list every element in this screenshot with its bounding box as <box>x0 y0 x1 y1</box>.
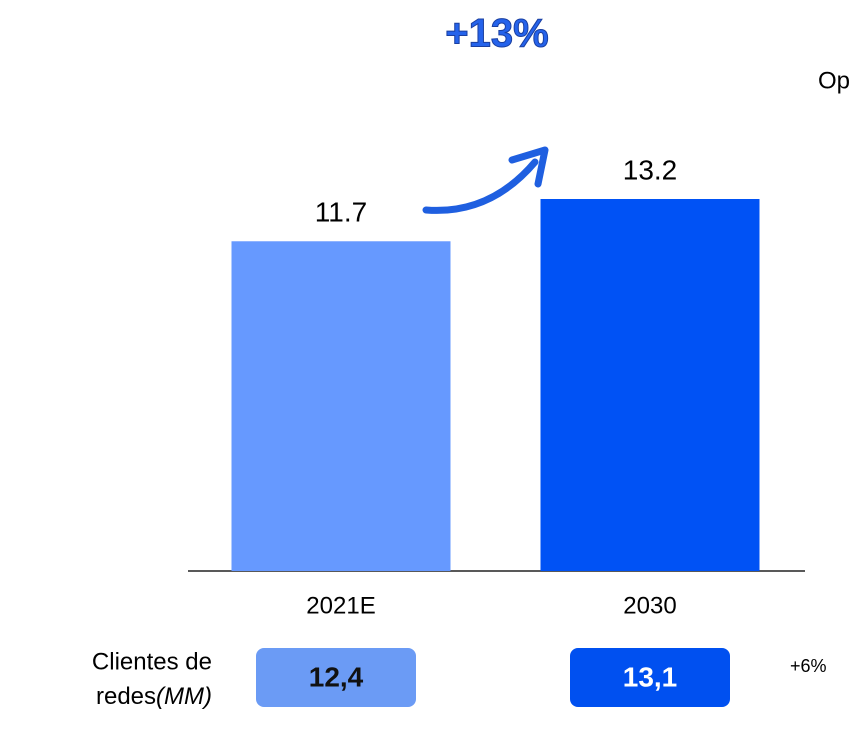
x-tick-label: 2021E <box>306 592 375 619</box>
growth-arrowhead <box>508 146 549 188</box>
clients-box <box>256 648 416 707</box>
bar <box>231 241 451 572</box>
clients-change: +6% <box>790 656 827 676</box>
growth-arrow <box>422 158 539 214</box>
growth-annotation: +13% <box>445 12 548 56</box>
clients-value: 12,4 <box>309 661 364 692</box>
x-tick-label: 2030 <box>623 592 676 619</box>
cut-text: Op <box>818 67 850 94</box>
clients-box <box>570 648 730 707</box>
value-label: 11.7 <box>315 197 367 228</box>
clients-value: 13,1 <box>623 661 678 692</box>
clients-label: Clientes de <box>92 648 212 675</box>
value-label: 13.2 <box>623 154 678 185</box>
clients-label: redes(MM) <box>96 683 212 710</box>
bar <box>540 199 760 571</box>
